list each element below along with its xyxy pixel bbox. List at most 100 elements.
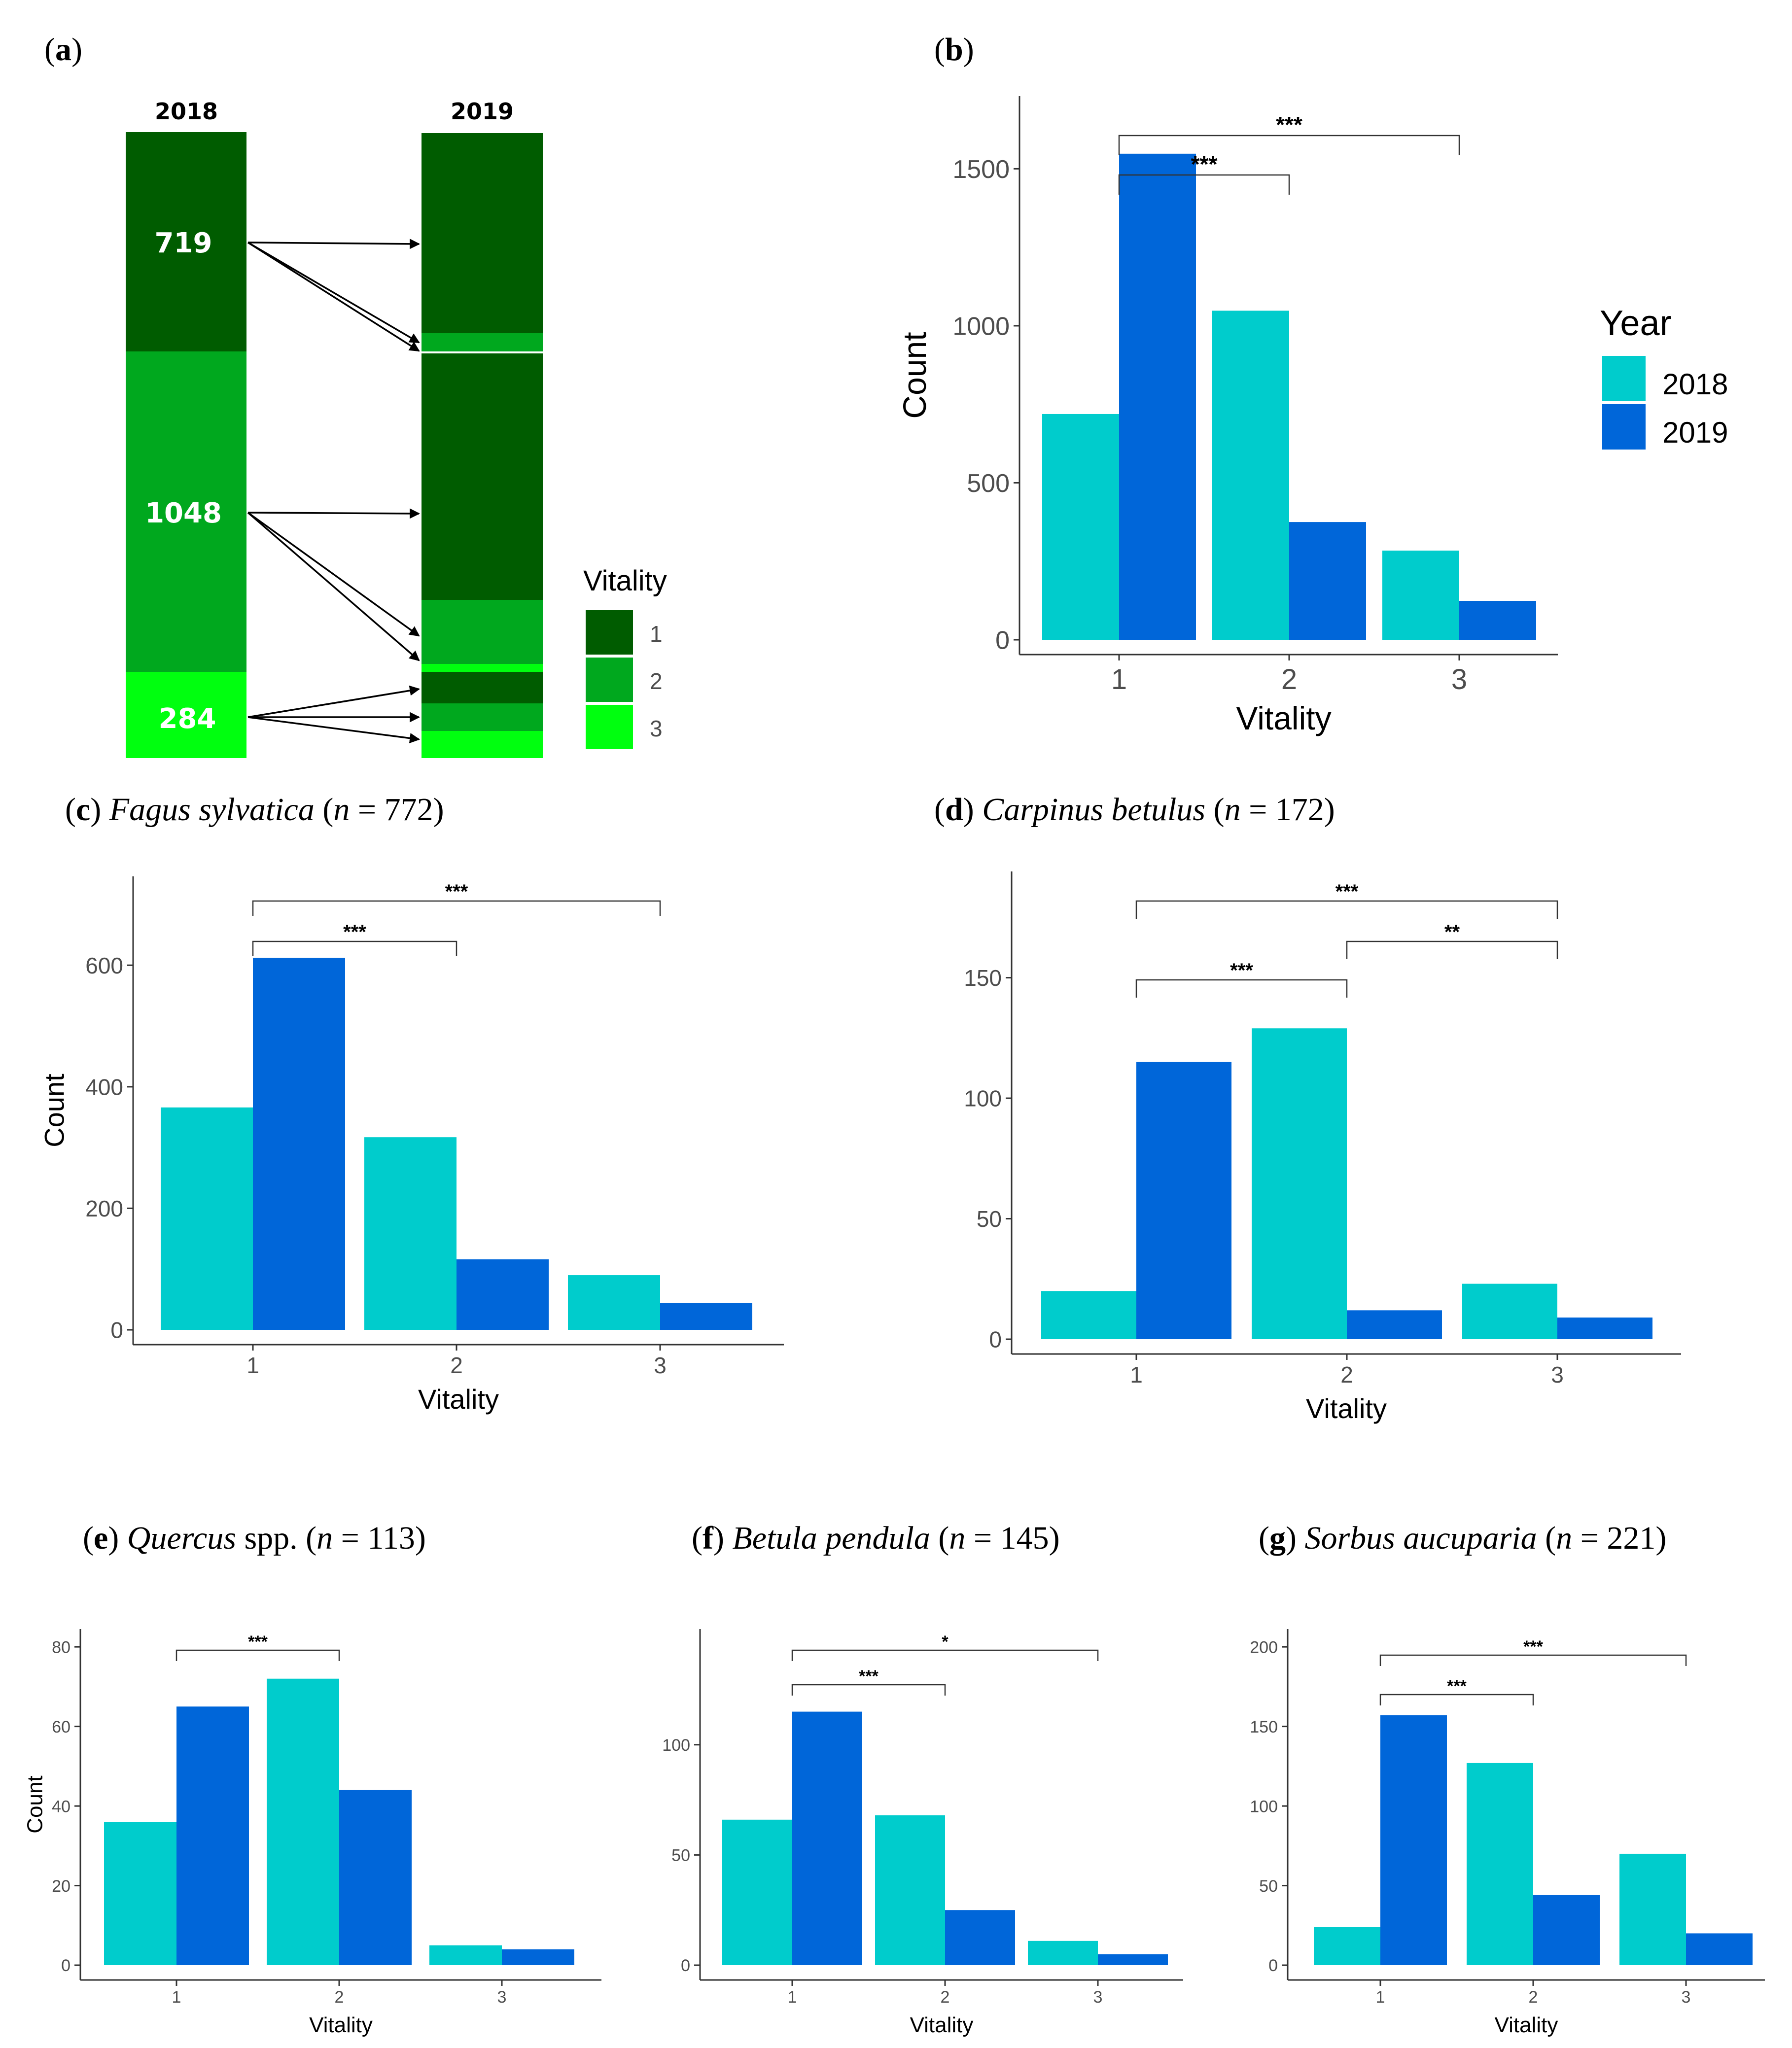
column-2019-segment-from-1-to-2 bbox=[422, 333, 543, 351]
significance-stars: *** bbox=[248, 1632, 268, 1651]
y-tick-label: 150 bbox=[1250, 1718, 1278, 1736]
column-2019-segment-from-1-to-1 bbox=[422, 133, 543, 333]
bar-2019-vitality-1 bbox=[253, 958, 345, 1330]
y-tick-label: 60 bbox=[52, 1718, 70, 1736]
chart-panel-g: (g) Sorbus aucuparia (n = 221) 0 50 100 150 2… bbox=[1250, 1520, 1765, 2037]
bar-2019-vitality-3 bbox=[502, 1949, 574, 1965]
panel-e-suffix: spp. bbox=[236, 1520, 298, 1556]
bar-2019-vitality-2 bbox=[457, 1259, 549, 1330]
flow-arrow-1-to-3 bbox=[247, 242, 420, 352]
panel-f-title: (f) Betula pendula (n = 145) bbox=[692, 1520, 1060, 1556]
x-axis-title: Vitality bbox=[1495, 2013, 1558, 2037]
x-tick-label: 2 bbox=[335, 1988, 344, 2007]
panel-g-letter: g bbox=[1269, 1520, 1286, 1556]
flow-arrow-1-to-2 bbox=[247, 242, 420, 344]
panel-c-n-value: 772 bbox=[385, 792, 433, 828]
bar-2019-vitality-2 bbox=[339, 1790, 412, 1965]
panel-d-n-symbol: n bbox=[1225, 792, 1241, 828]
bar-2018-vitality-2 bbox=[364, 1137, 457, 1330]
bar-2018-vitality-2 bbox=[267, 1678, 339, 1965]
column-2019-segment-from-3-to-2 bbox=[422, 703, 543, 731]
significance-stars: *** bbox=[859, 1667, 878, 1686]
panel-f-species: Betula pendula bbox=[732, 1520, 930, 1556]
significance-stars: *** bbox=[1523, 1637, 1543, 1656]
bar-2018-vitality-2 bbox=[1212, 311, 1289, 640]
bar-2018-vitality-1 bbox=[161, 1107, 253, 1330]
chart-panel-b: (b) 0 500 1000 1500 1 2 3 Vitality Count *** *** bbox=[896, 32, 1558, 736]
significance-stars: *** bbox=[1335, 881, 1359, 903]
panel-e-n-symbol: n bbox=[316, 1520, 333, 1556]
bar-2018-vitality-1 bbox=[1314, 1927, 1380, 1965]
x-axis-title: Vitality bbox=[1306, 1393, 1387, 1424]
bar-2018-vitality-3 bbox=[1462, 1284, 1557, 1339]
x-tick-label: 3 bbox=[497, 1988, 507, 2007]
y-tick-label: 50 bbox=[1259, 1877, 1278, 1896]
y-tick-label: 20 bbox=[52, 1877, 70, 1896]
count-2018-vitality-3: 284 bbox=[159, 703, 216, 735]
vitality-legend-swatch-2 bbox=[586, 658, 633, 702]
bar-2019-vitality-1 bbox=[1119, 153, 1196, 640]
column-2019-segment-from-3-to-3 bbox=[422, 731, 543, 758]
flow-arrow-3-to-3 bbox=[247, 716, 421, 743]
year-legend-label-2019: 2019 bbox=[1662, 416, 1728, 449]
x-tick-label: 2 bbox=[941, 1988, 950, 2007]
flow-arrow-2-to-1 bbox=[247, 508, 421, 519]
y-tick-label: 400 bbox=[85, 1074, 123, 1100]
y-tick-label: 1500 bbox=[952, 155, 1010, 184]
flow-arrow-3-to-1 bbox=[247, 685, 421, 718]
x-tick-label: 1 bbox=[1130, 1362, 1143, 1388]
x-axis-title: Vitality bbox=[418, 1384, 499, 1415]
significance-bracket bbox=[1135, 900, 1558, 919]
panel-g-n-symbol: n bbox=[1556, 1520, 1572, 1556]
x-tick-label: 2 bbox=[1340, 1362, 1353, 1388]
y-tick-label: 0 bbox=[681, 1956, 690, 1975]
significance-stars: *** bbox=[445, 881, 468, 903]
bar-2018-vitality-2 bbox=[1467, 1763, 1533, 1965]
chart-panel-f: (f) Betula pendula (n = 145) 0 50 100 1 2 3 Vit… bbox=[662, 1520, 1183, 2037]
panel-g-title: (g) Sorbus aucuparia (n = 221) bbox=[1259, 1520, 1666, 1556]
vitality-legend-label-3: 3 bbox=[650, 716, 663, 741]
vitality-legend-swatch-1 bbox=[586, 610, 633, 655]
bar-2019-vitality-3 bbox=[1459, 601, 1536, 640]
x-tick-label: 3 bbox=[1093, 1988, 1103, 2007]
bar-2019-vitality-2 bbox=[1533, 1895, 1600, 1965]
year-legend-title: Year bbox=[1600, 304, 1671, 343]
x-axis-title: Vitality bbox=[1236, 700, 1331, 736]
bar-2019-vitality-1 bbox=[792, 1711, 862, 1965]
panel-c-species: Fagus sylvatica bbox=[109, 792, 315, 828]
y-tick-label: 0 bbox=[61, 1956, 70, 1975]
bar-2019-vitality-3 bbox=[660, 1303, 752, 1330]
x-tick-label: 3 bbox=[1451, 663, 1467, 695]
significance-stars: *** bbox=[343, 921, 366, 943]
year-2019-heading: 2019 bbox=[451, 98, 514, 125]
panel-d-n-value: 172 bbox=[1275, 792, 1324, 828]
chart-panel-d: (d) Carpinus betulus (n = 172) 0 50 100 150 1… bbox=[934, 792, 1681, 1424]
bar-2019-vitality-3 bbox=[1098, 1954, 1168, 1965]
y-tick-label: 0 bbox=[110, 1318, 123, 1343]
panel-c-title: (c) Fagus sylvatica (n = 772) bbox=[65, 792, 444, 828]
significance-stars: * bbox=[942, 1632, 949, 1651]
significance-bracket bbox=[1379, 1694, 1534, 1705]
x-tick-label: 3 bbox=[1682, 1988, 1691, 2007]
panel-g-n-value: 221 bbox=[1607, 1520, 1655, 1556]
significance-bracket bbox=[1379, 1654, 1687, 1666]
vitality-legend-title: Vitality bbox=[583, 565, 667, 597]
bar-2019-vitality-3 bbox=[1557, 1317, 1652, 1339]
year-legend-swatch-2018 bbox=[1602, 356, 1646, 401]
panel-c-letter: c bbox=[76, 792, 90, 828]
column-2018-vitality-1 bbox=[126, 132, 246, 351]
y-tick-label: 500 bbox=[967, 469, 1010, 498]
bar-2019-vitality-3 bbox=[1686, 1933, 1753, 1965]
bar-2019-vitality-1 bbox=[1380, 1715, 1447, 1965]
x-axis-title: Vitality bbox=[910, 2013, 974, 2037]
bar-2019-vitality-2 bbox=[945, 1910, 1015, 1965]
bar-2018-vitality-2 bbox=[1252, 1028, 1347, 1339]
panel-e-n-value: 113 bbox=[367, 1520, 415, 1556]
y-tick-label: 80 bbox=[52, 1638, 70, 1657]
x-tick-label: 2 bbox=[1529, 1988, 1538, 2007]
panel-e-letter: e bbox=[94, 1520, 108, 1556]
bar-2018-vitality-2 bbox=[875, 1815, 945, 1965]
count-2018-vitality-2: 1048 bbox=[145, 497, 222, 529]
significance-bracket bbox=[252, 940, 457, 956]
